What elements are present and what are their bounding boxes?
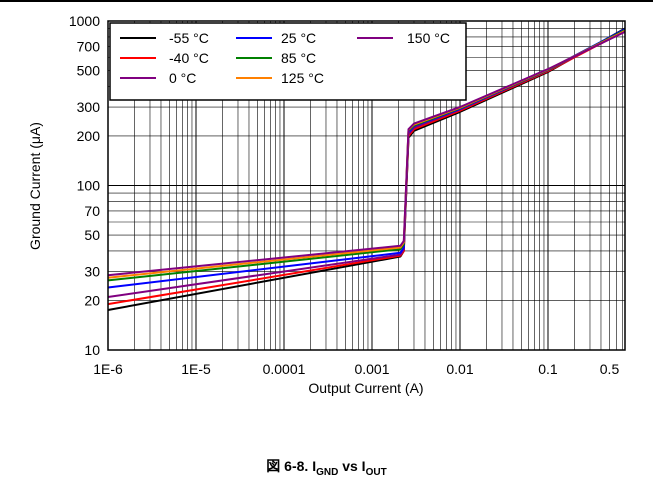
ground-current-chart: -55 °C -40 °C 0 °C 25 °C 85 °C 125 °C 150 °C 1… xyxy=(27,13,626,396)
figure-caption: 図 6-8. IGND vs IOUT xyxy=(0,456,653,478)
caption-prefix: 図 6-8. I xyxy=(266,458,317,474)
x-tick-label: 0.0001 xyxy=(263,361,306,377)
y-tick-label: 20 xyxy=(84,292,100,308)
legend-label: 125 °C xyxy=(281,70,324,86)
legend-box xyxy=(109,22,467,101)
legend-label: 0 °C xyxy=(169,70,196,86)
legend-label: 150 °C xyxy=(407,30,450,46)
caption-middle: vs I xyxy=(338,458,366,474)
y-axis-label: Ground Current (μA) xyxy=(27,122,43,250)
x-tick-label: 0.001 xyxy=(354,361,389,377)
y-tick-label: 70 xyxy=(84,203,100,219)
caption-sub-out: OUT xyxy=(365,466,387,478)
tick-labels: 1E-6 1E-5 0.0001 0.001 0.01 0.1 0.5 10 20 30 50 70 1… xyxy=(69,13,620,377)
y-tick-label: 300 xyxy=(77,99,101,115)
y-tick-label: 200 xyxy=(77,128,101,144)
x-tick-label: 0.1 xyxy=(538,361,558,377)
x-tick-label: 1E-6 xyxy=(93,361,123,377)
y-tick-label: 50 xyxy=(84,227,100,243)
legend: -55 °C -40 °C 0 °C 25 °C 85 °C 125 °C 150 °C xyxy=(109,22,467,101)
legend-label: 25 °C xyxy=(281,30,316,46)
y-tick-label: 1000 xyxy=(69,13,100,29)
x-tick-label: 1E-5 xyxy=(181,361,211,377)
series-layer xyxy=(107,27,626,311)
caption-sub-gnd: GND xyxy=(316,466,339,478)
y-tick-label: 10 xyxy=(84,342,100,358)
legend-label: -55 °C xyxy=(169,30,209,46)
x-axis-label: Output Current (A) xyxy=(308,380,423,396)
x-tick-label: 0.01 xyxy=(446,361,473,377)
plot-frame xyxy=(107,20,626,351)
y-tick-label: 700 xyxy=(77,38,101,54)
legend-label: 85 °C xyxy=(281,50,316,66)
y-tick-label: 500 xyxy=(77,63,101,79)
x-tick-label: 0.5 xyxy=(600,361,620,377)
series-line xyxy=(107,30,626,277)
y-tick-label: 30 xyxy=(84,264,100,280)
top-rule xyxy=(0,0,653,2)
legend-label: -40 °C xyxy=(169,50,209,66)
y-tick-label: 100 xyxy=(77,178,101,194)
